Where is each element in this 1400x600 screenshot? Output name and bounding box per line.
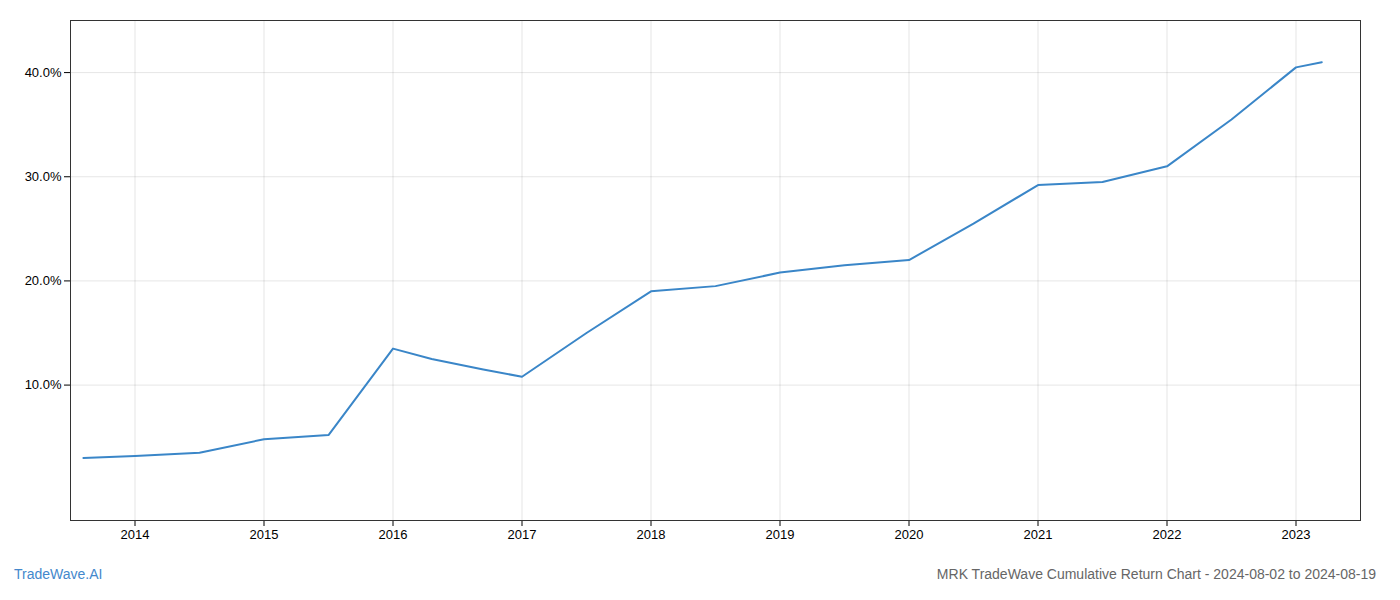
svg-text:2019: 2019: [766, 527, 795, 542]
svg-text:2018: 2018: [637, 527, 666, 542]
svg-text:2023: 2023: [1282, 527, 1311, 542]
html-text:MRK TradeWave Cumulative Retur: MRK TradeWave Cumulative Return Chart - …: [936, 566, 1376, 582]
svg-text:2021: 2021: [1024, 527, 1053, 542]
svg-text:10.0%: 10.0%: [25, 377, 62, 392]
svg-text:30.0%: 30.0%: [25, 169, 62, 184]
html-text:TradeWave.AI: TradeWave.AI: [14, 566, 103, 582]
svg-text:2014: 2014: [121, 527, 150, 542]
svg-text:20.0%: 20.0%: [25, 273, 62, 288]
svg-text:40.0%: 40.0%: [25, 65, 62, 80]
svg-text:2017: 2017: [508, 527, 537, 542]
svg-text:2016: 2016: [379, 527, 408, 542]
svg-text:2020: 2020: [895, 527, 924, 542]
svg-text:2015: 2015: [250, 527, 279, 542]
svg-text:2022: 2022: [1153, 527, 1182, 542]
